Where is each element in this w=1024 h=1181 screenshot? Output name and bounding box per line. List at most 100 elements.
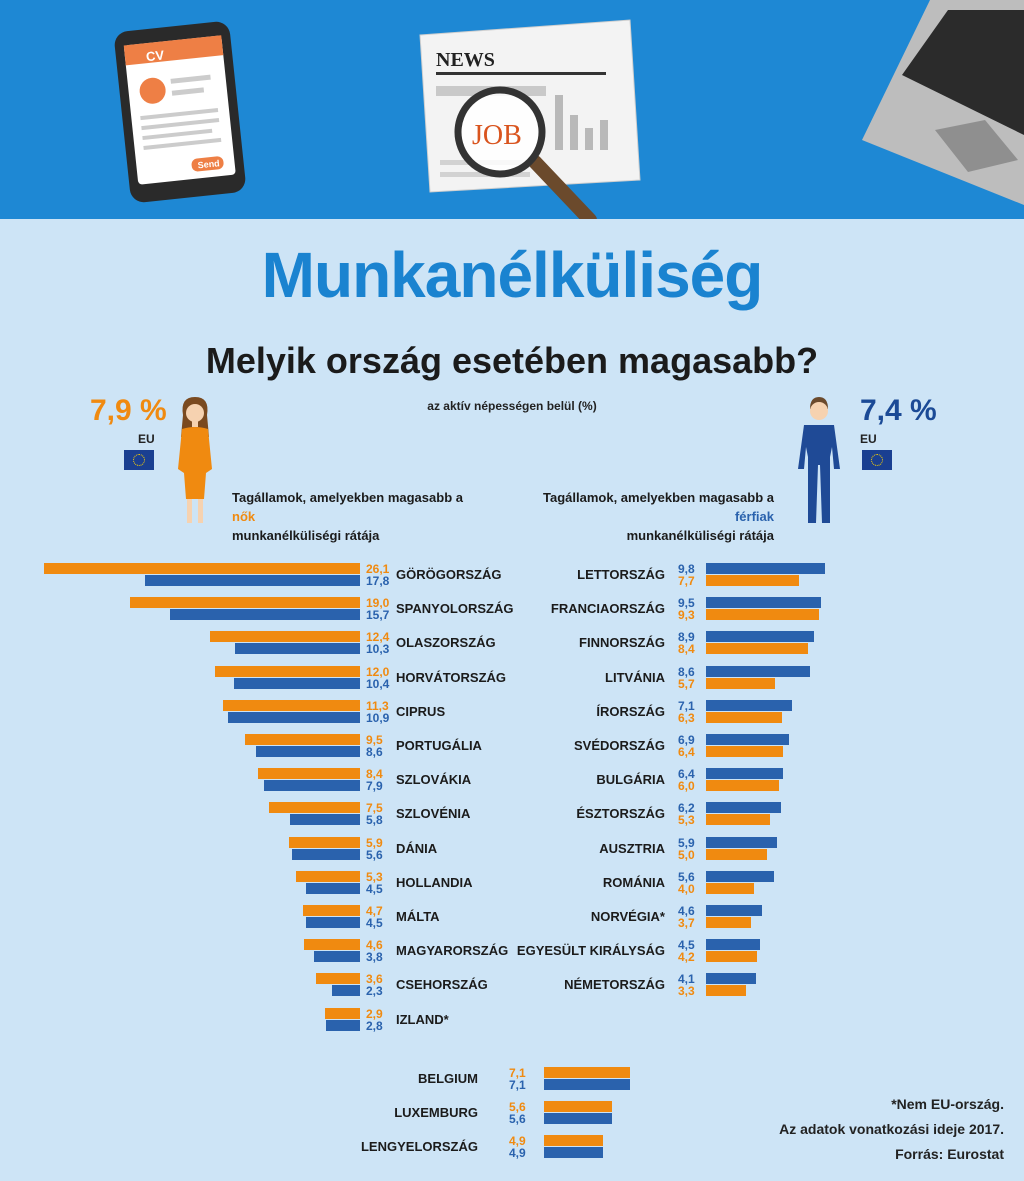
bar-men <box>314 951 360 963</box>
bar-men <box>332 985 360 997</box>
country-label: SPANYOLORSZÁG <box>396 601 514 617</box>
bar-women <box>706 711 783 723</box>
bar-women <box>706 985 746 997</box>
bar-women <box>316 973 360 985</box>
bar-women <box>258 768 360 780</box>
woman-icon <box>178 397 212 523</box>
page-title: Munkanélküliség <box>261 239 764 311</box>
value-women: 2,9 <box>366 1006 383 1021</box>
bar-men <box>305 882 360 894</box>
value-women: 4,2 <box>678 950 695 965</box>
value-men: 10,4 <box>366 676 390 691</box>
value-women: 4,6 <box>366 938 383 953</box>
bar-men <box>228 711 360 723</box>
bar-men <box>305 917 360 928</box>
value-women: 4,7 <box>366 904 383 918</box>
value-men: 7,1 <box>678 698 695 713</box>
bar-men <box>144 575 360 586</box>
value-men: 6,2 <box>678 801 695 816</box>
value-men: 5,8 <box>366 813 383 828</box>
country-label: ROMÁNIA <box>602 874 665 890</box>
bar-women <box>544 1101 612 1113</box>
country-label: ÍRORSZÁG <box>596 703 665 719</box>
value-women: 5,3 <box>678 813 695 828</box>
value-women: 4,9 <box>509 1134 526 1149</box>
value-men: 2,3 <box>366 984 383 999</box>
eu-flag-icon <box>124 450 154 470</box>
women-heading-line3: munkanélküliségi rátája <box>232 528 380 543</box>
bar-women <box>303 905 360 916</box>
bar-men <box>706 631 814 643</box>
value-women: 12,4 <box>366 630 390 645</box>
bar-men <box>289 814 360 826</box>
value-women: 5,3 <box>366 869 383 884</box>
country-label: HORVÁTORSZÁG <box>396 669 507 685</box>
unit-note: az aktív népességen belül (%) <box>427 399 597 413</box>
value-women: 26,1 <box>366 562 390 576</box>
tablet-cv-icon: CV Send <box>114 21 246 203</box>
value-women: 3,3 <box>678 984 695 999</box>
value-women: 6,0 <box>678 779 695 794</box>
bar-men <box>170 609 360 621</box>
value-men: 8,9 <box>678 630 695 645</box>
men-heading: Tagállamok, amelyekben magasabb a férfia… <box>540 488 774 545</box>
bar-men <box>706 802 782 814</box>
bar-women <box>324 1007 360 1019</box>
country-label: DÁNIA <box>396 840 438 856</box>
bar-women <box>130 597 360 609</box>
value-men: 8,6 <box>678 664 695 679</box>
country-label: SVÉDORSZÁG <box>573 738 665 753</box>
country-label: MAGYARORSZÁG <box>396 943 509 959</box>
bar-women <box>223 699 360 711</box>
bar-men <box>706 665 811 677</box>
bar-men <box>706 939 761 951</box>
value-men: 17,8 <box>366 574 390 588</box>
header-banner: CV Send NEWS JOB <box>0 0 1024 219</box>
men-eu-value: 7,4 % <box>860 394 937 427</box>
women-heading-line1: Tagállamok, amelyekben magasabb a <box>232 490 463 505</box>
country-label: LUXEMBURG <box>394 1105 478 1121</box>
value-men: 10,3 <box>366 642 390 657</box>
value-women: 7,1 <box>509 1066 526 1080</box>
men-eu-label: EU <box>860 432 877 446</box>
svg-text:NEWS: NEWS <box>436 49 495 71</box>
bar-men <box>706 699 792 711</box>
country-label: LITVÁNIA <box>605 669 665 685</box>
bar-women <box>44 563 360 574</box>
value-men: 15,7 <box>366 608 390 623</box>
value-women: 8,4 <box>366 767 383 782</box>
men-heading-line1: Tagállamok, amelyekben magasabb a <box>543 490 774 505</box>
country-label: BULGÁRIA <box>596 772 665 788</box>
value-men: 4,1 <box>678 972 695 987</box>
value-men: 5,9 <box>678 835 695 850</box>
country-label: FINNORSZÁG <box>579 635 665 651</box>
value-men: 5,6 <box>678 869 695 884</box>
value-men: 4,9 <box>509 1146 526 1161</box>
value-women: 7,7 <box>678 574 695 588</box>
bar-women <box>304 939 360 951</box>
bar-women <box>706 848 767 860</box>
value-women: 19,0 <box>366 596 390 611</box>
value-women: 5,0 <box>678 847 695 862</box>
value-women: 11,3 <box>366 698 389 713</box>
country-label: LENGYELORSZÁG <box>360 1139 478 1155</box>
bar-women <box>269 802 360 814</box>
value-women: 6,4 <box>678 745 695 759</box>
bar-women <box>706 882 755 894</box>
value-women: 12,0 <box>366 664 390 679</box>
value-women: 3,6 <box>366 972 383 987</box>
bar-men <box>706 870 774 882</box>
value-women: 6,3 <box>678 710 695 725</box>
value-men: 9,8 <box>678 562 695 576</box>
value-women: 9,5 <box>366 733 383 747</box>
svg-text:CV: CV <box>145 47 165 64</box>
value-men: 7,1 <box>509 1078 526 1092</box>
value-men: 4,6 <box>678 904 695 918</box>
bar-women <box>706 917 751 928</box>
footnote-source: Forrás: Eurostat <box>895 1146 1004 1162</box>
bar-men <box>544 1079 630 1090</box>
value-women: 5,7 <box>678 676 695 691</box>
value-men: 3,8 <box>366 950 383 965</box>
country-label: SZLOVÁKIA <box>396 772 472 788</box>
bar-women <box>706 575 800 586</box>
